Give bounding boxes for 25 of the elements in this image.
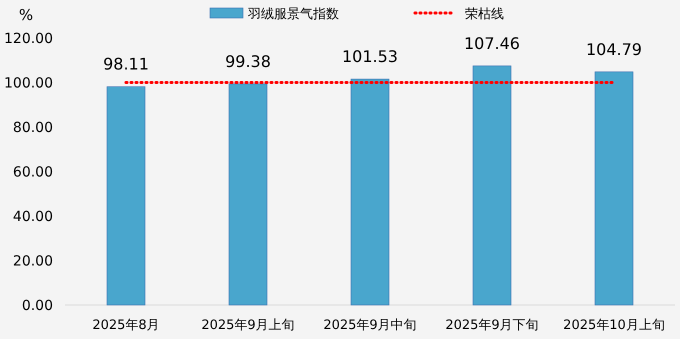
data-label: 98.11 <box>103 54 149 74</box>
x-tick-label: 2025年10月上旬 <box>563 318 665 333</box>
bar <box>594 72 634 306</box>
bar <box>106 86 146 306</box>
y-tick-label: 100.00 <box>4 76 53 92</box>
y-tick-label: 60.00 <box>12 164 53 180</box>
bar <box>350 78 390 306</box>
bar <box>472 66 512 306</box>
x-tick-label: 2025年9月上旬 <box>201 318 295 333</box>
x-tick-label: 2025年9月下旬 <box>445 318 539 333</box>
data-label: 107.46 <box>464 34 520 53</box>
data-label: 101.53 <box>342 47 398 66</box>
y-tick-label: 40.00 <box>12 209 53 225</box>
legend-label: 羽绒服景气指数 <box>247 7 339 22</box>
data-label: 104.79 <box>586 40 642 59</box>
y-axis-title: % <box>18 6 34 24</box>
data-label: 99.38 <box>225 52 271 71</box>
bar <box>228 84 268 306</box>
y-tick-label: 80.00 <box>12 120 53 136</box>
y-tick-label: 120.00 <box>4 31 53 47</box>
legend-label: 荣枯线 <box>465 7 504 22</box>
y-tick-label: 20.00 <box>12 254 53 270</box>
x-tick-label: 2025年9月中旬 <box>323 318 417 333</box>
x-tick-label: 2025年8月 <box>92 318 160 333</box>
y-tick-label: 0.00 <box>22 298 53 314</box>
